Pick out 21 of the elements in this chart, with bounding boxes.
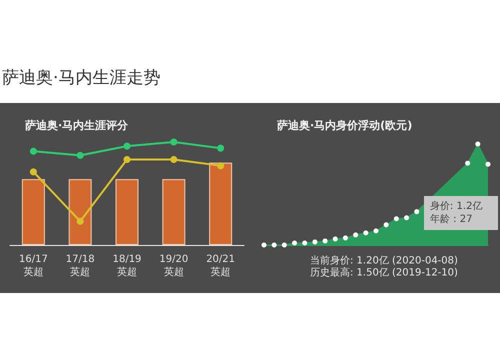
point bbox=[217, 162, 224, 170]
text: 萨迪奥·马内生涯走势 bbox=[2, 67, 160, 89]
point bbox=[170, 138, 178, 146]
point bbox=[76, 152, 84, 159]
point bbox=[170, 156, 178, 164]
point bbox=[217, 144, 224, 152]
chart-title: 萨迪奥·马内身价浮动(欧元) bbox=[276, 119, 412, 132]
annotation: 年龄 : 27 bbox=[430, 213, 474, 226]
x-tick-label: 18/19 英超 bbox=[112, 254, 142, 278]
x-tick-label: 19/20 英超 bbox=[159, 254, 188, 278]
annotation: 身价: 1.2亿 bbox=[430, 200, 484, 213]
point bbox=[76, 218, 84, 225]
x-tick-label: 20/21 英超 bbox=[206, 254, 236, 278]
point bbox=[30, 148, 37, 155]
point bbox=[30, 168, 37, 176]
point bbox=[124, 156, 130, 164]
text: 当前身价: 1.20亿 (2020-04-08) 历史最高: 1.50亿 (2019-12-10) bbox=[310, 254, 458, 278]
chart-title: 萨迪奥·马内生涯评分 bbox=[24, 119, 130, 132]
x-tick-label: 17/18 英超 bbox=[66, 254, 95, 278]
x-tick-label: 16/17 英超 bbox=[18, 254, 48, 278]
point bbox=[124, 142, 130, 150]
